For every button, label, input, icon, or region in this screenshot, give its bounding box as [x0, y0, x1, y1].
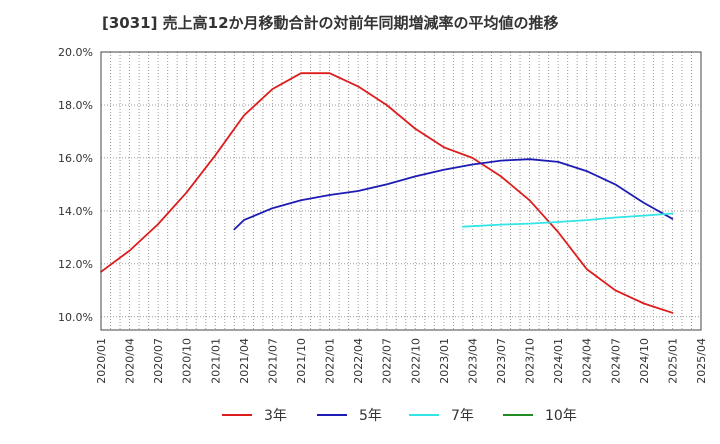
- y-tick-label: 10.0%: [58, 311, 93, 324]
- y-tick-label: 18.0%: [58, 99, 93, 112]
- legend-label: 10年: [545, 408, 577, 424]
- x-tick-label: 2024/04: [581, 338, 594, 384]
- y-tick-label: 14.0%: [58, 205, 93, 218]
- grid-layer: [101, 51, 701, 330]
- x-tick-label: 2021/04: [238, 338, 251, 384]
- x-tick-label: 2023/07: [495, 338, 508, 384]
- plot-frame: [100, 51, 702, 331]
- x-tick-label: 2020/07: [152, 338, 165, 384]
- x-tick-label: 2021/01: [209, 338, 222, 384]
- series-line-2: [233, 158, 674, 231]
- legend: 3年 5年 7年 10年: [222, 408, 577, 424]
- x-tick-label: 2022/04: [352, 338, 365, 384]
- axis-layer: 10.0% 12.0% 14.0% 16.0% 18.0% 20.0% 2020/01 202…: [58, 46, 708, 384]
- x-tick-label: 2024/10: [638, 338, 651, 384]
- chart-title: [3031] 売上高12か月移動合計の対前年同期増減率の平均値の推移: [102, 14, 559, 32]
- x-tick-label: 2020/04: [124, 338, 137, 384]
- y-tick-label: 12.0%: [58, 258, 93, 271]
- y-tick-label: 20.0%: [58, 46, 93, 59]
- x-tick-label: 2022/07: [381, 338, 394, 384]
- y-tick-label: 16.0%: [58, 152, 93, 165]
- x-tick-label: 2023/01: [438, 338, 451, 384]
- series-line-1: [100, 72, 674, 314]
- x-tick-label: 2022/10: [409, 338, 422, 384]
- x-tick-label: 2021/07: [266, 338, 279, 384]
- x-tick-label: 2020/01: [95, 338, 108, 384]
- series-layer: [100, 72, 674, 314]
- legend-label: 3年: [264, 408, 287, 424]
- x-tick-label: 2024/01: [552, 338, 565, 384]
- x-tick-label: 2023/10: [524, 338, 537, 384]
- x-tick-label: 2021/10: [295, 338, 308, 384]
- x-tick-label: 2020/10: [181, 338, 194, 384]
- legend-label: 5年: [359, 408, 382, 424]
- x-tick-label: 2023/04: [466, 338, 479, 384]
- x-tick-label: 2022/01: [324, 338, 337, 384]
- x-tick-label: 2025/01: [666, 338, 679, 384]
- series-line-3: [461, 212, 674, 228]
- legend-label: 7年: [451, 408, 474, 424]
- x-tick-label: 2025/04: [695, 338, 708, 384]
- x-tick-label: 2024/07: [609, 338, 622, 384]
